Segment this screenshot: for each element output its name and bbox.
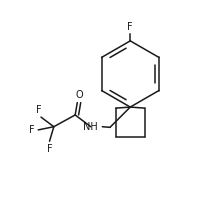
Text: F: F [127,22,132,32]
Text: NH: NH [82,122,97,132]
Text: F: F [29,125,35,135]
Text: F: F [47,144,52,154]
Text: F: F [35,105,41,115]
Text: O: O [75,91,82,100]
